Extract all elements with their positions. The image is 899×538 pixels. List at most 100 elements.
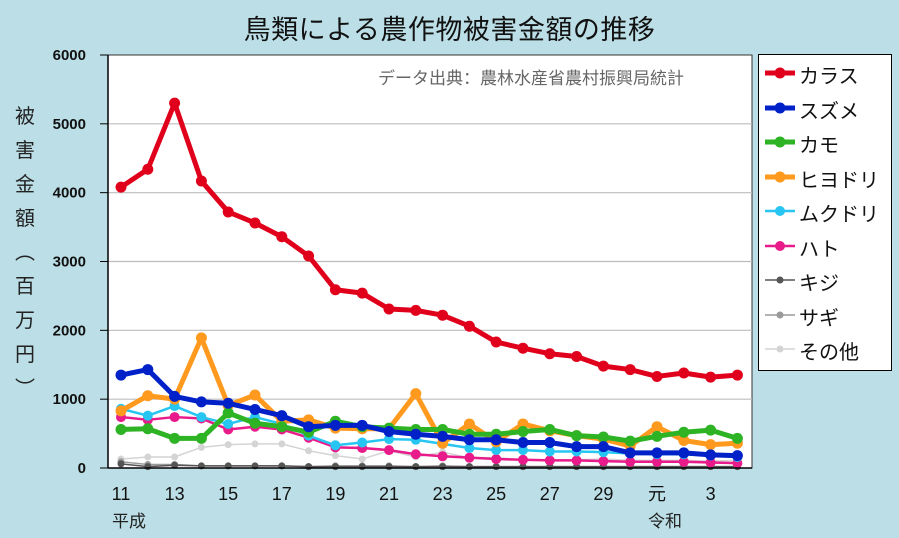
data-point: [383, 303, 395, 315]
era-label: 平成: [112, 512, 146, 532]
data-point: [492, 463, 500, 471]
legend-label: ヒヨドリ: [799, 167, 879, 192]
data-point: [357, 437, 368, 448]
data-point: [491, 454, 502, 465]
data-point: [464, 452, 475, 463]
data-point: [305, 463, 313, 471]
data-point: [597, 360, 609, 372]
legend-label: カモ: [799, 133, 839, 157]
x-tick-label: 元: [648, 484, 666, 504]
data-point: [518, 445, 528, 456]
data-point: [624, 435, 636, 447]
data-point: [195, 332, 207, 344]
data-point: [169, 412, 180, 423]
y-axis-title-char: 万: [15, 308, 35, 332]
legend-swatch: [765, 171, 795, 182]
data-point: [731, 369, 743, 381]
y-axis-title-char: 円: [15, 342, 35, 366]
legend-label: カラス: [799, 64, 859, 88]
data-point: [544, 423, 556, 435]
data-source-note: データ出典：農林水産省農村振興局統計: [378, 69, 684, 89]
y-axis-title-char: 被: [15, 104, 35, 128]
x-tick-label: 29: [593, 484, 613, 504]
data-point: [117, 460, 125, 468]
data-point: [276, 231, 288, 243]
x-tick-label: 3: [706, 484, 716, 504]
era-label: 令和: [648, 512, 682, 532]
legend-label: その他: [799, 340, 859, 364]
data-point: [571, 430, 583, 442]
data-point: [385, 463, 393, 471]
data-point: [517, 437, 529, 449]
data-point: [169, 390, 181, 402]
data-point: [171, 461, 179, 469]
data-point: [410, 388, 422, 400]
data-point: [678, 456, 689, 467]
data-point: [329, 284, 341, 296]
legend-label: スズメ: [799, 98, 859, 123]
data-point: [463, 418, 475, 430]
data-point: [330, 440, 341, 451]
data-point: [731, 450, 743, 462]
data-point: [651, 430, 663, 442]
data-point: [142, 390, 154, 402]
y-axis-ticks: 0 1000 2000 3000 4000 5000 6000: [53, 47, 108, 477]
legend-item: カラス: [759, 59, 893, 89]
y-axis-title-char: 害: [15, 138, 35, 162]
y-tick-label: 6000: [53, 47, 86, 64]
x-tick-label: 11: [112, 484, 131, 504]
legend-swatch: [765, 240, 795, 251]
data-point: [544, 437, 556, 449]
data-point: [517, 426, 529, 438]
x-tick-label: 15: [218, 484, 238, 504]
data-point: [169, 97, 181, 109]
data-point: [224, 441, 232, 449]
legend-item: ヒヨドリ: [759, 163, 893, 193]
data-point: [195, 432, 207, 444]
y-tick-label: 4000: [53, 185, 86, 202]
x-axis-ticks: 11 13 15 17 19 21 23 25 27 29 元 3 平成 令和: [112, 484, 716, 532]
data-point: [731, 432, 743, 444]
data-point: [463, 320, 475, 332]
legend-item: カモ: [759, 128, 893, 158]
data-point: [625, 456, 636, 467]
data-point: [705, 457, 716, 468]
data-point: [491, 445, 502, 456]
legend-swatch: [765, 136, 795, 148]
data-point: [142, 364, 154, 376]
data-point: [144, 463, 152, 471]
data-point: [678, 447, 690, 459]
data-point: [169, 432, 181, 444]
data-point: [517, 342, 529, 354]
data-point: [222, 206, 234, 218]
series-2: [115, 407, 743, 447]
data-point: [544, 446, 555, 457]
data-point: [705, 371, 717, 383]
data-point: [410, 449, 421, 460]
data-point: [705, 424, 717, 436]
data-point: [356, 419, 368, 431]
legend-swatch: [765, 206, 795, 216]
data-point: [222, 397, 234, 409]
data-point: [518, 454, 528, 465]
y-axis-title-char: ︶: [15, 376, 35, 400]
x-tick-label: 13: [165, 484, 185, 504]
legend-label: キジ: [799, 271, 839, 295]
data-point: [249, 217, 261, 229]
data-point: [651, 447, 663, 459]
data-point: [249, 417, 261, 429]
data-point: [195, 175, 207, 187]
data-point: [544, 348, 556, 360]
data-point: [142, 423, 154, 435]
legend-swatch: [765, 311, 795, 318]
data-point: [329, 419, 341, 431]
data-point: [115, 423, 127, 435]
data-point: [331, 463, 339, 471]
data-point: [464, 443, 475, 454]
data-point: [249, 403, 261, 415]
data-point: [678, 367, 690, 379]
data-point: [439, 463, 447, 471]
y-tick-label: 0: [78, 460, 86, 477]
data-point: [171, 453, 179, 461]
